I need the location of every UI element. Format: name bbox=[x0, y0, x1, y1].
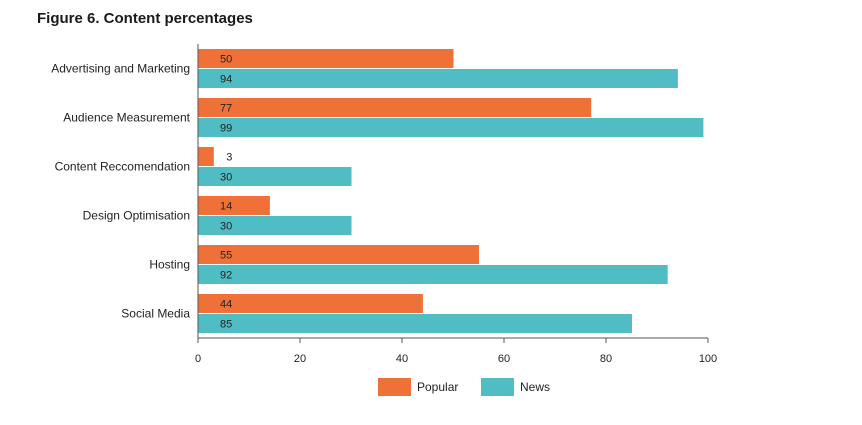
data-label-popular: 44 bbox=[220, 299, 232, 311]
category-label: Audience Measurement bbox=[63, 111, 190, 125]
data-label-popular: 55 bbox=[220, 250, 232, 262]
bar-news bbox=[198, 69, 678, 88]
bar-news bbox=[198, 118, 704, 137]
x-tick-label: 0 bbox=[195, 353, 201, 365]
x-tick-label: 100 bbox=[699, 353, 717, 365]
data-label-news: 30 bbox=[220, 221, 232, 233]
bar-popular bbox=[198, 147, 214, 166]
category-label: Design Optimisation bbox=[83, 209, 190, 223]
bar-news bbox=[198, 216, 352, 235]
bar-news bbox=[198, 167, 352, 186]
x-tick-label: 40 bbox=[396, 353, 408, 365]
data-label-news: 94 bbox=[220, 74, 232, 86]
legend-label-news: News bbox=[520, 380, 550, 394]
bar-popular bbox=[198, 196, 270, 215]
data-label-news: 92 bbox=[220, 270, 232, 282]
data-label-news: 85 bbox=[220, 319, 232, 331]
bar-news bbox=[198, 314, 632, 333]
bar-popular bbox=[198, 294, 423, 313]
legend-label-popular: Popular bbox=[417, 380, 458, 394]
category-label: Hosting bbox=[149, 258, 190, 272]
legend-swatch-popular bbox=[378, 378, 411, 396]
bar-popular bbox=[198, 245, 479, 264]
data-label-news: 99 bbox=[220, 123, 232, 135]
category-label: Content Reccomendation bbox=[55, 160, 190, 174]
x-tick-label: 60 bbox=[498, 353, 510, 365]
data-label-popular: 50 bbox=[220, 54, 232, 66]
category-label: Advertising and Marketing bbox=[51, 62, 190, 76]
data-label-popular: 3 bbox=[226, 152, 232, 164]
data-label-news: 30 bbox=[220, 172, 232, 184]
bar-popular bbox=[198, 98, 592, 117]
legend-swatch-news bbox=[481, 378, 514, 396]
data-label-popular: 77 bbox=[220, 103, 232, 115]
chart-title: Figure 6. Content percentages bbox=[37, 10, 253, 27]
data-label-popular: 14 bbox=[220, 201, 232, 213]
bar-news bbox=[198, 265, 668, 284]
category-label: Social Media bbox=[121, 307, 190, 321]
bar-popular bbox=[198, 49, 454, 68]
x-tick-label: 80 bbox=[600, 353, 612, 365]
x-tick-label: 20 bbox=[294, 353, 306, 365]
